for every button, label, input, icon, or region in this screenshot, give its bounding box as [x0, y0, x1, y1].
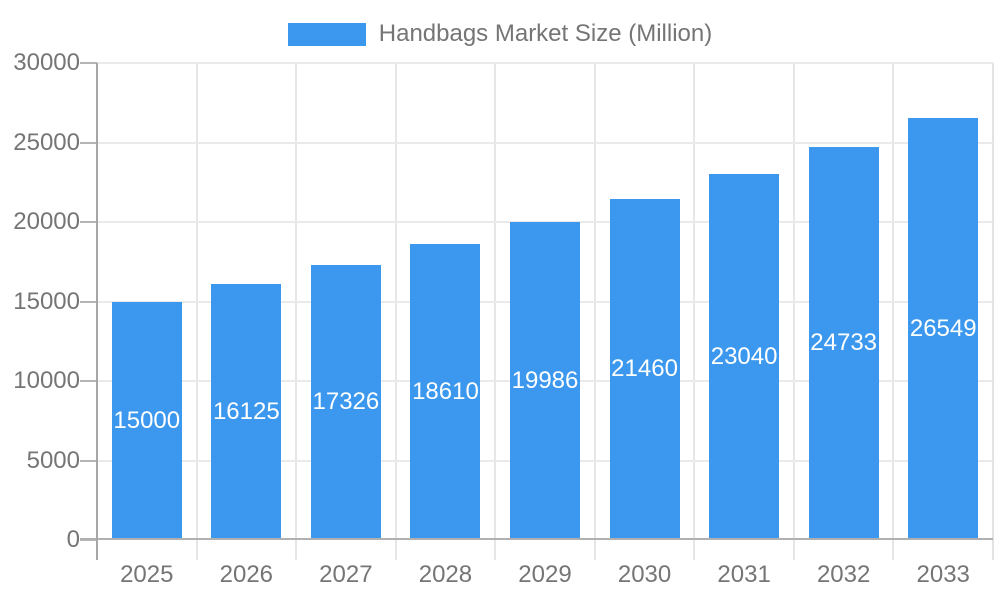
bar[interactable]: 23040 [709, 173, 780, 540]
bar[interactable]: 19986 [510, 222, 580, 540]
legend-label: Handbags Market Size (Million) [378, 20, 713, 47]
x-axis-tick-label: 2027 [319, 561, 373, 588]
y-axis-tick [80, 141, 97, 144]
vertical-gridline [792, 63, 795, 560]
legend-item[interactable]: Handbags Market Size (Million) [287, 20, 713, 48]
y-axis-tick [80, 380, 97, 382]
y-axis-tick-label: 5000 [26, 446, 80, 474]
bar-value-label: 23040 [710, 342, 778, 370]
x-axis-tick-label: 2030 [617, 561, 672, 588]
bar-value-label: 18610 [412, 378, 479, 406]
y-axis-tick-label: 25000 [13, 128, 80, 156]
plot-right-border [992, 63, 994, 560]
bar[interactable]: 26549 [908, 117, 979, 540]
x-axis-tick-label: 2032 [816, 561, 871, 588]
bar[interactable]: 21460 [609, 198, 680, 540]
bar-value-label: 16125 [212, 397, 280, 425]
bar-value-label: 19986 [511, 367, 579, 395]
x-axis-tick-label: 2025 [120, 561, 174, 588]
y-gridline [97, 141, 993, 144]
bar[interactable]: 24733 [808, 146, 879, 540]
y-axis-tick [80, 221, 97, 223]
bar[interactable]: 15000 [111, 301, 182, 540]
y-axis-tick-label: 0 [66, 526, 80, 553]
bar-value-label: 21460 [611, 355, 678, 383]
y-axis-tick [80, 300, 97, 303]
legend: Handbags Market Size (Million) [0, 20, 1000, 48]
bar[interactable]: 16125 [211, 283, 282, 540]
vertical-gridline [394, 63, 397, 560]
bar-value-label: 24733 [810, 329, 878, 357]
vertical-gridline [494, 63, 497, 560]
x-axis-tick-label: 2029 [518, 561, 572, 588]
y-axis-tick [80, 459, 97, 462]
y-gridline [97, 221, 993, 223]
vertical-gridline [195, 63, 198, 560]
bar-value-label: 26549 [909, 314, 977, 342]
vertical-gridline [693, 63, 696, 560]
y-axis-tick-label: 30000 [13, 49, 80, 76]
bar[interactable]: 18610 [410, 244, 481, 540]
y-axis-tick [80, 539, 97, 541]
y-axis-line [96, 63, 98, 560]
x-axis-tick-label: 2028 [418, 561, 473, 588]
y-axis-tick-label: 20000 [13, 208, 80, 235]
vertical-gridline [593, 63, 596, 560]
y-axis-tick-label: 10000 [13, 367, 80, 394]
legend-swatch [287, 22, 366, 46]
x-axis-tick-label: 2031 [717, 561, 771, 588]
x-axis-tick-label: 2033 [916, 561, 970, 588]
vertical-gridline [892, 63, 895, 560]
x-axis-tick-label: 2026 [219, 561, 274, 588]
y-axis-tick-label: 15000 [13, 287, 80, 315]
bar[interactable]: 17326 [310, 264, 381, 540]
bar-value-label: 15000 [113, 406, 181, 434]
y-gridline [97, 62, 993, 64]
y-axis-tick [80, 62, 97, 64]
vertical-gridline [295, 63, 298, 560]
bar-value-label: 17326 [312, 388, 380, 416]
x-axis-line [80, 538, 993, 540]
